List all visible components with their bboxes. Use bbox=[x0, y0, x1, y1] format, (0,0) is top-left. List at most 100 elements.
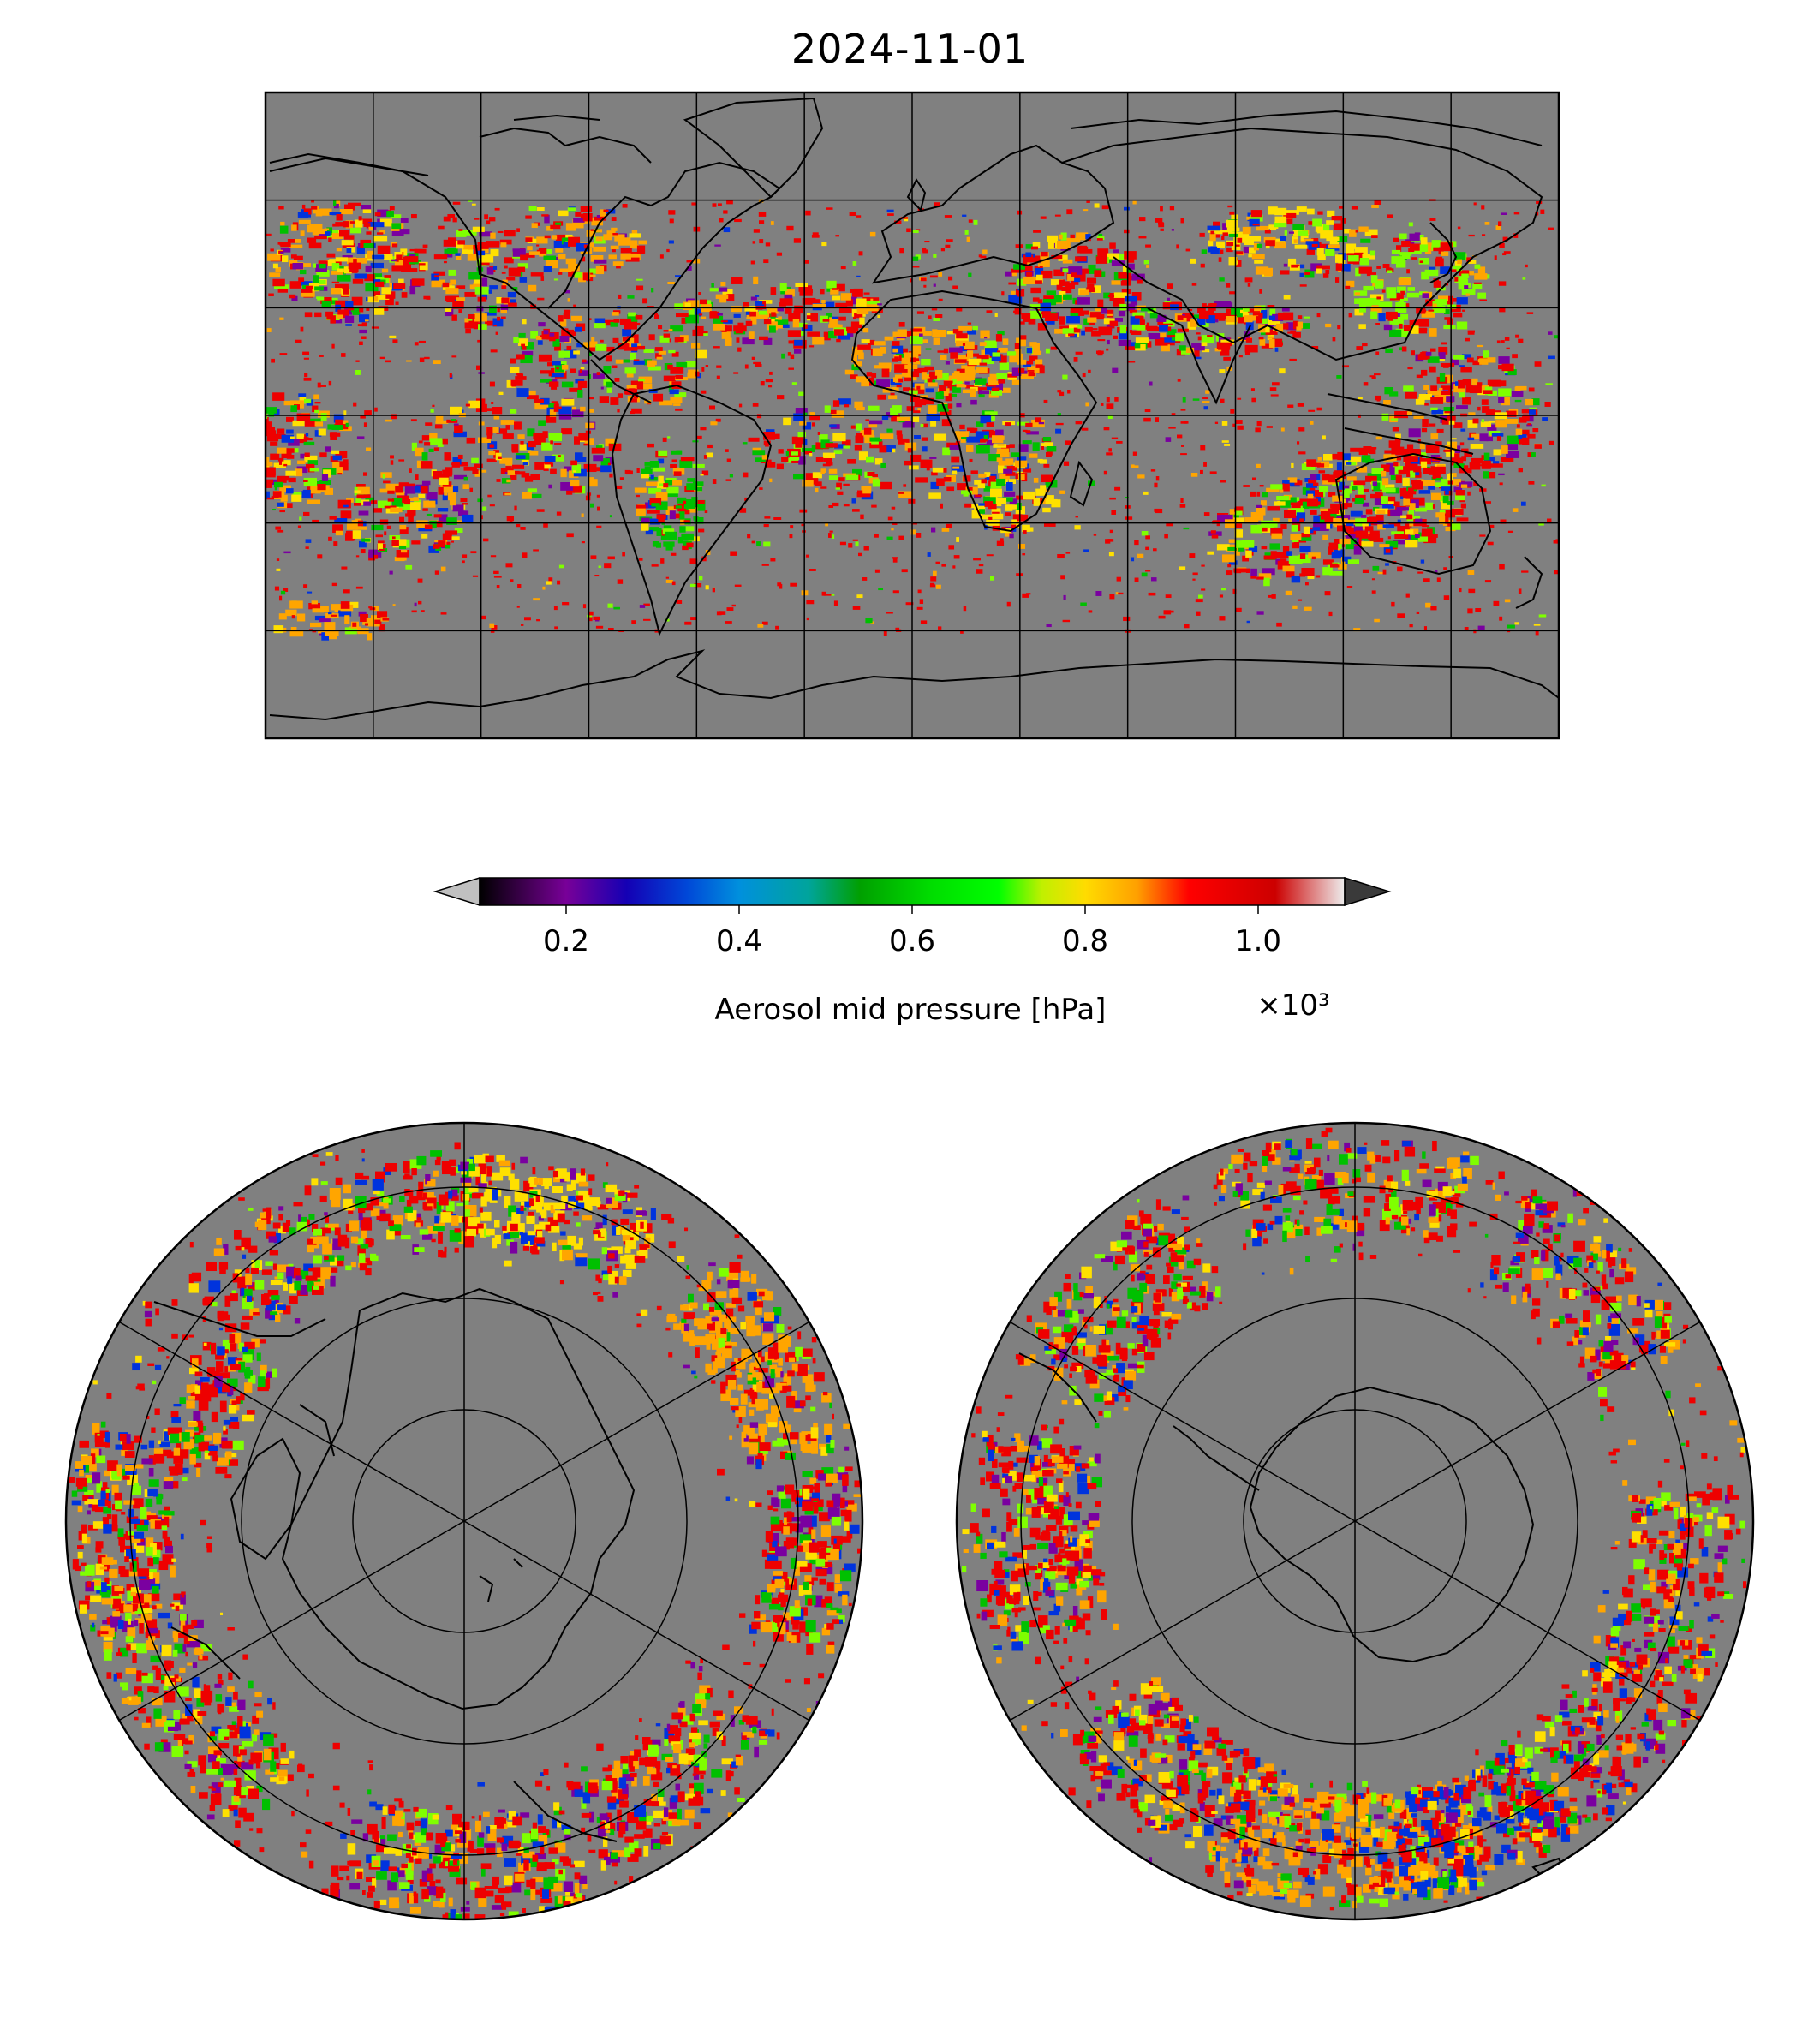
aerosol-pixel bbox=[319, 355, 324, 357]
aerosol-pixel bbox=[763, 319, 772, 325]
aerosol-pixel bbox=[277, 502, 284, 507]
aerosol-pixel bbox=[825, 522, 828, 527]
aerosol-pixel bbox=[283, 463, 288, 467]
aerosol-pixel bbox=[1507, 530, 1513, 533]
aerosol-pixel bbox=[852, 509, 860, 512]
aerosol-pixel bbox=[1291, 462, 1294, 468]
aerosol-pixel bbox=[283, 588, 289, 592]
aerosol-pixel bbox=[711, 283, 714, 288]
aerosol-pixel bbox=[550, 368, 557, 376]
aerosol-pixel bbox=[1201, 588, 1206, 591]
aerosol-pixel bbox=[658, 475, 664, 484]
aerosol-pixel bbox=[1268, 319, 1280, 325]
aerosol-pixel bbox=[781, 353, 785, 359]
aerosol-pixel bbox=[1324, 523, 1331, 529]
aerosol-pixel bbox=[404, 486, 416, 494]
aerosol-pixel bbox=[1119, 325, 1127, 334]
aerosol-pixel bbox=[356, 436, 365, 439]
aerosol-pixel bbox=[715, 418, 721, 422]
aerosol-pixel bbox=[1055, 422, 1064, 426]
aerosol-pixel bbox=[1167, 329, 1177, 337]
aerosol-pixel bbox=[478, 1183, 487, 1188]
aerosol-pixel bbox=[1041, 270, 1053, 279]
aerosol-pixel bbox=[1208, 247, 1217, 253]
aerosol-pixel bbox=[489, 444, 494, 448]
aerosol-pixel bbox=[520, 254, 528, 261]
aerosol-pixel bbox=[558, 254, 566, 260]
aerosol-pixel bbox=[534, 462, 547, 470]
aerosol-pixel bbox=[577, 380, 588, 389]
aerosol-pixel bbox=[1153, 548, 1157, 552]
aerosol-pixel bbox=[1498, 388, 1512, 397]
aerosol-pixel bbox=[350, 227, 361, 234]
aerosol-pixel bbox=[445, 1201, 455, 1212]
aerosol-pixel bbox=[1326, 516, 1335, 524]
aerosol-pixel bbox=[1459, 270, 1470, 276]
aerosol-pixel bbox=[396, 259, 399, 262]
aerosol-pixel bbox=[409, 286, 416, 295]
aerosol-pixel bbox=[916, 533, 922, 538]
aerosol-pixel bbox=[489, 285, 498, 290]
aerosol-pixel bbox=[869, 437, 882, 442]
aerosol-pixel bbox=[359, 329, 367, 334]
aerosol-pixel bbox=[545, 1224, 552, 1232]
aerosol-pixel bbox=[779, 583, 783, 589]
aerosol-pixel bbox=[576, 343, 583, 348]
aerosol-pixel bbox=[1343, 503, 1352, 508]
aerosol-pixel bbox=[616, 266, 621, 269]
aerosol-pixel bbox=[871, 504, 877, 508]
aerosol-pixel bbox=[1238, 315, 1250, 324]
aerosol-pixel bbox=[670, 480, 683, 486]
aerosol-pixel bbox=[324, 622, 336, 630]
aerosol-pixel bbox=[208, 1280, 221, 1293]
aerosol-pixel bbox=[302, 263, 311, 267]
aerosol-pixel bbox=[806, 315, 814, 319]
aerosol-pixel bbox=[979, 342, 987, 347]
aerosol-pixel bbox=[837, 491, 844, 495]
aerosol-pixel bbox=[822, 319, 830, 322]
aerosol-pixel bbox=[997, 387, 1011, 393]
aerosol-pixel bbox=[451, 462, 456, 466]
aerosol-pixel bbox=[396, 491, 405, 496]
aerosol-pixel bbox=[791, 382, 797, 385]
aerosol-pixel bbox=[1292, 228, 1303, 236]
aerosol-pixel bbox=[1460, 367, 1472, 373]
aerosol-pixel bbox=[1316, 313, 1321, 318]
aerosol-pixel bbox=[1255, 427, 1261, 433]
aerosol-pixel bbox=[720, 282, 726, 287]
aerosol-pixel bbox=[1180, 218, 1184, 224]
aerosol-pixel bbox=[1392, 427, 1399, 432]
aerosol-pixel bbox=[558, 350, 570, 358]
aerosol-pixel bbox=[1410, 243, 1423, 251]
aerosol-pixel bbox=[573, 350, 580, 355]
aerosol-pixel bbox=[301, 289, 313, 293]
aerosol-pixel bbox=[340, 601, 350, 609]
aerosol-pixel bbox=[410, 419, 417, 422]
aerosol-pixel bbox=[1297, 403, 1304, 407]
aerosol-pixel bbox=[1485, 409, 1495, 415]
aerosol-pixel bbox=[1346, 280, 1355, 288]
north-america-coastline bbox=[269, 152, 781, 361]
aerosol-pixel bbox=[1343, 485, 1350, 489]
aerosol-pixel bbox=[1270, 528, 1283, 536]
aerosol-pixel bbox=[907, 448, 913, 453]
aerosol-pixel bbox=[1291, 524, 1298, 532]
aerosol-pixel bbox=[1058, 234, 1063, 240]
aerosol-pixel bbox=[1190, 258, 1196, 264]
aerosol-pixel bbox=[597, 506, 600, 511]
aerosol-pixel bbox=[1107, 313, 1113, 316]
aerosol-pixel bbox=[245, 469, 251, 474]
aerosol-pixel bbox=[642, 298, 647, 304]
aerosol-pixel bbox=[1134, 540, 1139, 546]
aerosol-pixel bbox=[927, 378, 934, 383]
aerosol-pixel bbox=[761, 454, 768, 460]
aerosol-pixel bbox=[1350, 447, 1364, 452]
aerosol-pixel bbox=[1369, 272, 1376, 275]
aerosol-pixel bbox=[339, 209, 353, 215]
aerosol-pixel bbox=[1391, 601, 1395, 607]
aerosol-pixel bbox=[641, 473, 649, 479]
aerosol-pixel bbox=[634, 487, 647, 493]
aerosol-pixel bbox=[716, 365, 722, 368]
aerosol-pixel bbox=[1408, 222, 1413, 227]
aerosol-pixel bbox=[831, 410, 844, 418]
